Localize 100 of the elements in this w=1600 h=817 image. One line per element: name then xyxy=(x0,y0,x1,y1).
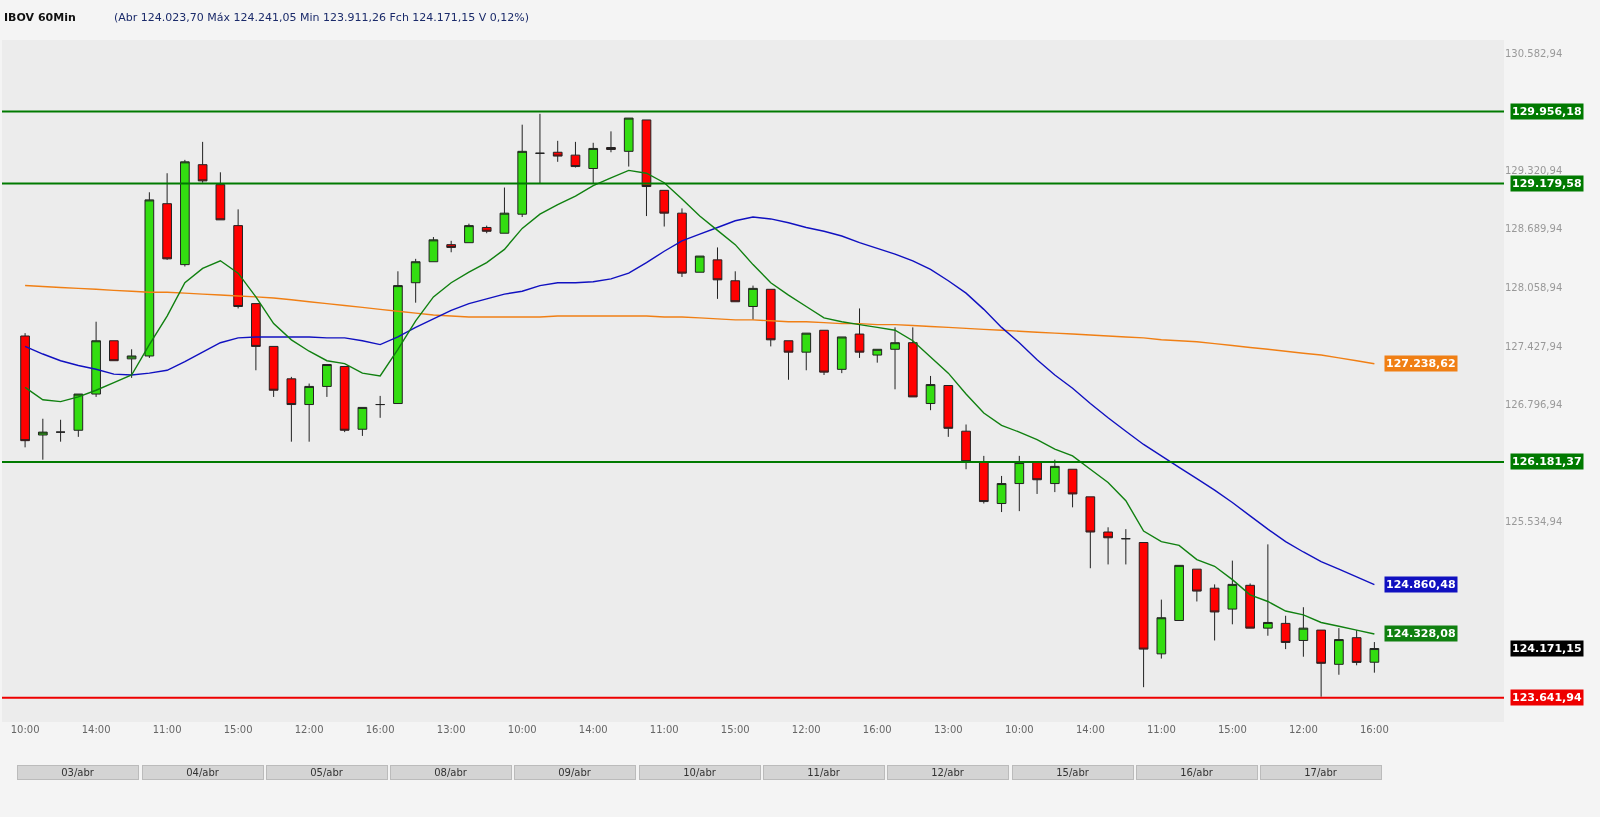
x-tick-label: 13:00 xyxy=(933,724,963,735)
candlestick xyxy=(1138,542,1149,688)
text: 17/abr xyxy=(1304,767,1338,778)
x-tick-label: 14:00 xyxy=(1075,724,1105,735)
candlestick xyxy=(1174,564,1184,622)
candlestick xyxy=(517,124,528,218)
data-label: 124.860,48 xyxy=(1386,578,1456,591)
candlestick xyxy=(197,141,208,184)
x-tick-label: 13:00 xyxy=(436,724,466,735)
text: 124.171,15 xyxy=(1512,642,1582,655)
text: 11/abr xyxy=(807,767,841,778)
x-tick-label: 11:00 xyxy=(152,724,182,735)
x-tick-label: 16:00 xyxy=(1359,724,1389,735)
x-tick-label: 11:00 xyxy=(1146,724,1176,735)
y-tick-label: 126.796,94 xyxy=(1505,399,1563,411)
candlestick xyxy=(1263,543,1273,637)
candlestick xyxy=(73,393,84,438)
y-tick-label: 129.320,94 xyxy=(1505,164,1563,176)
text: 05/abr xyxy=(310,767,344,778)
candlestick xyxy=(304,383,314,443)
candlestick xyxy=(357,406,368,437)
candlestick xyxy=(375,395,386,419)
candlestick xyxy=(925,375,936,411)
candlestick xyxy=(268,345,279,398)
candlestick xyxy=(428,236,439,263)
candlestick xyxy=(677,207,687,278)
line-series xyxy=(24,284,1376,365)
y-tick-label: 130.582,94 xyxy=(1505,47,1563,59)
x-tick-label: 12:00 xyxy=(1288,724,1318,735)
candlestick xyxy=(1014,455,1025,512)
x-tick-label: 10:00 xyxy=(507,724,537,735)
candlestick xyxy=(286,376,297,443)
candlestick xyxy=(251,303,261,371)
candlestick xyxy=(907,326,918,398)
y-tick-label: 127.427,94 xyxy=(1505,340,1563,352)
candlestick xyxy=(1334,627,1344,676)
line-series xyxy=(24,216,1376,586)
candlestick xyxy=(872,348,883,364)
candlestick xyxy=(144,191,155,359)
candlestick xyxy=(961,424,971,470)
x-tick-label: 14:00 xyxy=(578,724,608,735)
candlestick xyxy=(1245,582,1255,629)
ref-line-label: 123.641,94 xyxy=(1512,691,1582,704)
candlestick xyxy=(801,332,812,371)
candlestick xyxy=(109,340,119,362)
ref-line-label: 126.181,37 xyxy=(1512,455,1582,468)
candlestick xyxy=(819,329,829,376)
y-tick-label: 128.058,94 xyxy=(1505,282,1563,294)
text: 03/abr xyxy=(61,767,95,778)
y-tick-label: 128.689,94 xyxy=(1505,223,1563,235)
candlestick xyxy=(765,288,776,347)
candlestick xyxy=(748,285,758,321)
candlestick xyxy=(1192,568,1202,602)
text: 16/abr xyxy=(1180,767,1214,778)
candlestick xyxy=(1351,629,1362,666)
x-tick-label: 16:00 xyxy=(365,724,395,735)
candlestick xyxy=(570,141,581,168)
candlestick xyxy=(162,172,172,261)
x-tick-label: 15:00 xyxy=(720,724,750,735)
chart-title: IBOV 60Min xyxy=(4,11,76,24)
candlestick xyxy=(481,225,492,234)
chart-subtitle: (Abr 124.023,70 Máx 124.241,05 Min 123.911,26 Fch 124.171,15 V 0,12%) xyxy=(114,11,530,24)
candlestick xyxy=(712,246,723,300)
candlestick xyxy=(730,270,741,303)
candlestick xyxy=(464,223,474,244)
candlestick xyxy=(1085,496,1096,569)
candlestick xyxy=(890,326,900,390)
candlestick xyxy=(215,171,226,221)
candlestick xyxy=(1316,629,1326,698)
text: 10/abr xyxy=(683,767,717,778)
candlestick xyxy=(1209,583,1220,641)
candlestick xyxy=(854,307,865,359)
candlestick xyxy=(446,240,457,253)
candlestick xyxy=(641,119,652,217)
x-tick-label: 12:00 xyxy=(294,724,324,735)
candlestick xyxy=(1298,606,1309,658)
candlestick xyxy=(535,113,545,185)
x-tick-label: 16:00 xyxy=(862,724,892,735)
candlestick xyxy=(659,189,670,228)
ref-line-label: 129.179,58 xyxy=(1512,177,1582,190)
candlestick xyxy=(943,385,954,438)
x-tick-label: 14:00 xyxy=(81,724,111,735)
candlestick xyxy=(588,142,599,185)
text: 12/abr xyxy=(931,767,965,778)
candlestick xyxy=(322,364,332,398)
candlestick xyxy=(233,208,243,309)
candlestick xyxy=(1156,599,1167,660)
data-label: 127.238,62 xyxy=(1386,357,1456,370)
candlestick xyxy=(623,117,634,168)
candlestick xyxy=(1049,459,1060,493)
candlestick xyxy=(1120,528,1131,565)
x-tick-label: 12:00 xyxy=(791,724,821,735)
y-tick-label: 125.534,94 xyxy=(1505,516,1563,528)
candlestick xyxy=(91,321,101,398)
x-tick-label: 10:00 xyxy=(1004,724,1034,735)
ref-line-label: 129.956,18 xyxy=(1512,105,1582,118)
candlestick xyxy=(783,340,794,381)
data-label: 124.328,08 xyxy=(1386,627,1456,640)
candlestick xyxy=(410,258,421,304)
candlestick xyxy=(978,455,989,505)
